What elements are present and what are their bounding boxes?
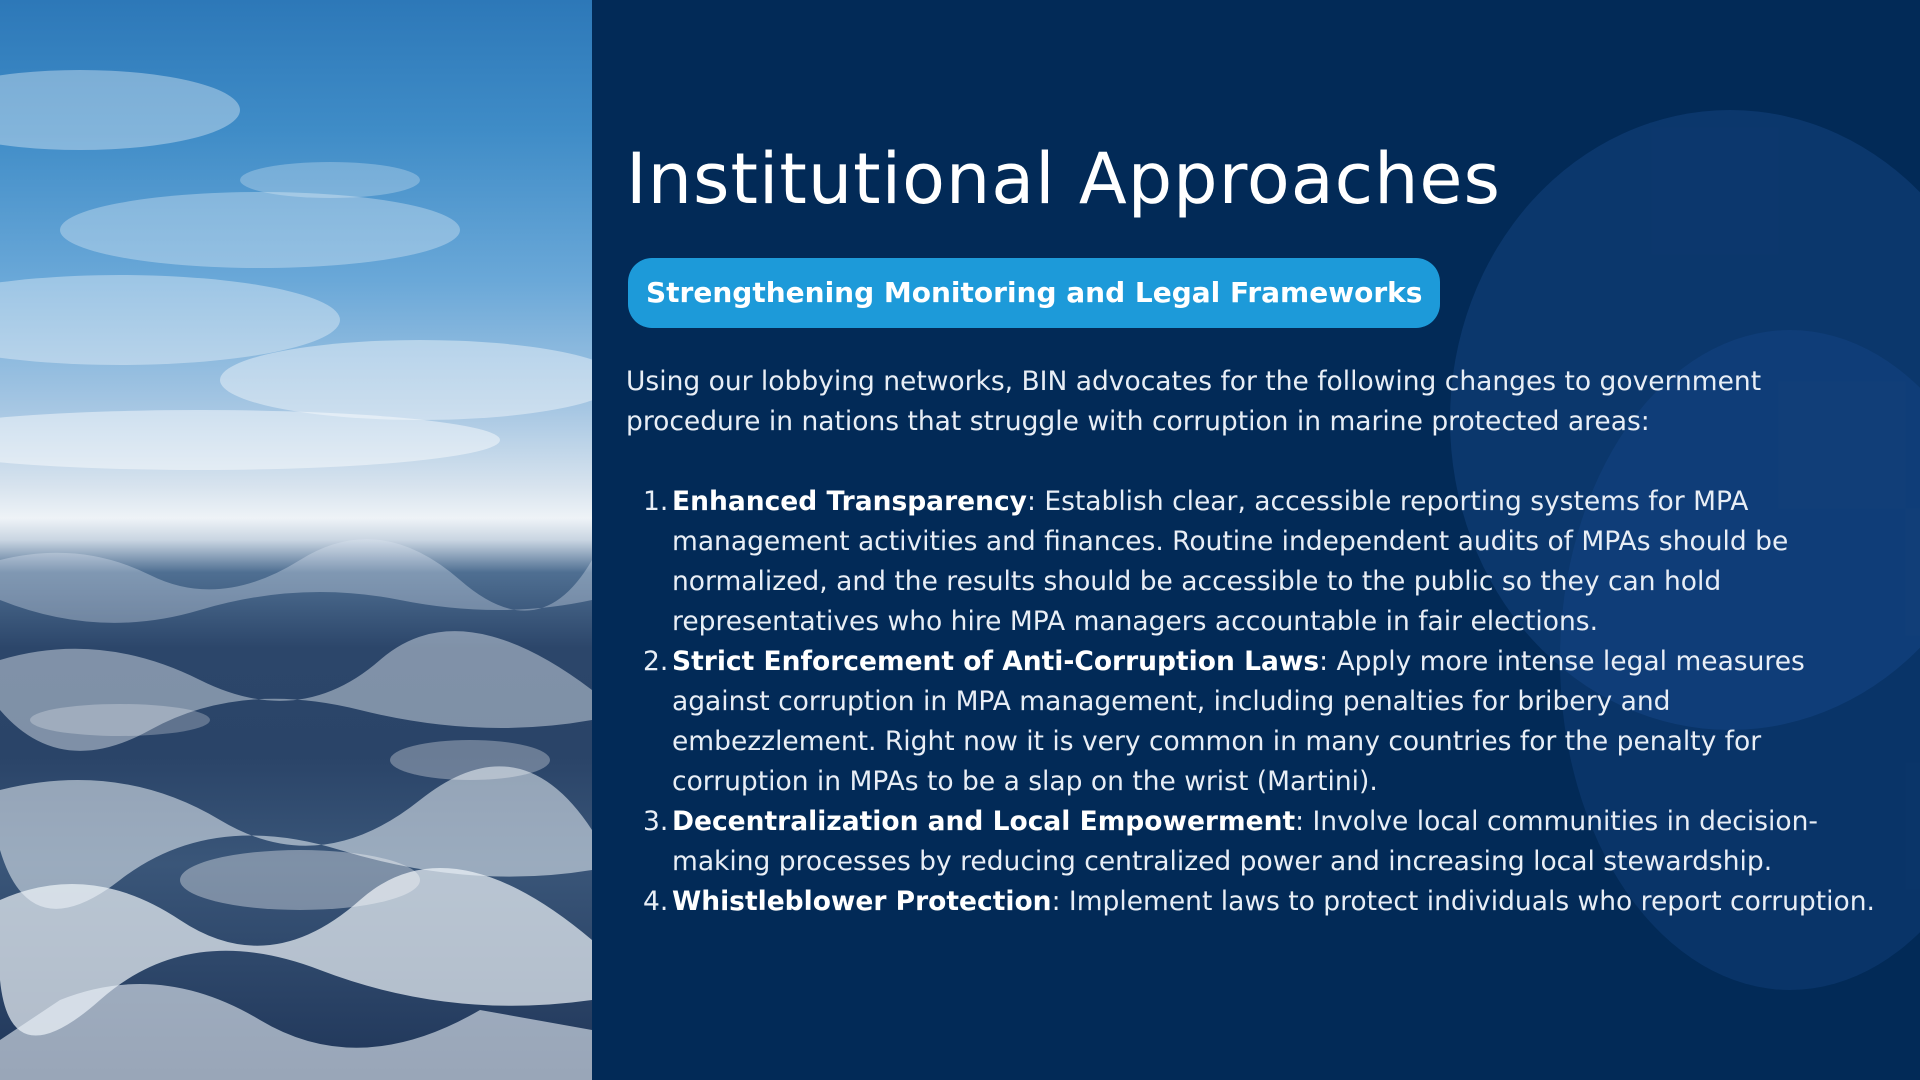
intro-paragraph: Using our lobbying networks, BIN advocat… (626, 366, 1762, 437)
page-title: Institutional Approaches (626, 138, 1501, 220)
list-item-text: : Establish clear, accessible reporting … (672, 486, 1789, 637)
subtitle-pill: Strengthening Monitoring and Legal Frame… (628, 258, 1441, 328)
decorative-blob-small (1560, 330, 1920, 990)
approaches-list: 1. Enhanced Transparency: Establish clea… (626, 482, 1876, 922)
list-item-number: 3. (643, 806, 669, 837)
list-item-text: : Involve local communities in decision-… (672, 806, 1818, 877)
list-item-heading: Enhanced Transparency (672, 486, 1027, 517)
ocean-waves-image (0, 70, 592, 1080)
ocean-photo (0, 0, 592, 1080)
list-item-heading: Strict Enforcement of Anti-Corruption La… (672, 646, 1320, 677)
list-item: 4. Whistleblower Protection: Implement l… (626, 882, 1876, 922)
list-item-number: 2. (643, 646, 669, 677)
list-item: 1. Enhanced Transparency: Establish clea… (626, 482, 1876, 642)
list-item-text: : Apply more intense legal measures agai… (672, 646, 1805, 797)
decorative-blob-large (1450, 110, 1920, 730)
list-item-heading: Whistleblower Protection (672, 886, 1052, 917)
list-item-heading: Decentralization and Local Empowerment (672, 806, 1296, 837)
list-item-number: 1. (643, 486, 669, 517)
list-item: 3. Decentralization and Local Empowermen… (626, 802, 1876, 882)
list-item: 2. Strict Enforcement of Anti-Corruption… (626, 642, 1876, 802)
list-item-text: : Implement laws to protect individuals … (1051, 886, 1875, 917)
list-item-number: 4. (643, 886, 669, 917)
